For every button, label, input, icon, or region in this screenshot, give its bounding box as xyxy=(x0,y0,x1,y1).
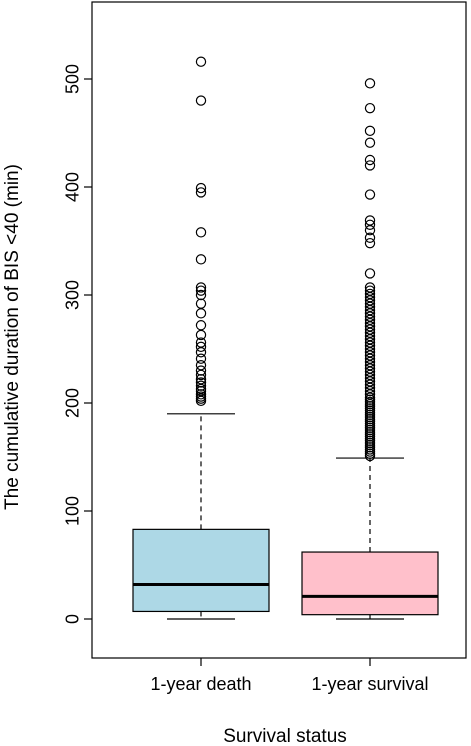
outlier-point xyxy=(364,268,376,279)
outlier-point xyxy=(195,254,207,265)
outlier-point xyxy=(195,320,207,331)
outlier-point xyxy=(195,347,207,358)
outlier-point xyxy=(364,160,376,171)
outlier-point xyxy=(195,285,207,296)
outlier-point xyxy=(364,237,376,249)
y-tick-label: 500 xyxy=(62,64,82,94)
y-tick-label: 200 xyxy=(62,388,82,418)
outlier-point xyxy=(195,182,207,194)
outlier-point xyxy=(195,337,207,348)
outlier-point xyxy=(195,360,207,371)
plot-frame xyxy=(91,1,467,659)
outlier-point xyxy=(195,56,207,67)
outlier-point xyxy=(195,365,207,376)
outlier-point xyxy=(364,215,376,226)
outlier-point xyxy=(195,282,207,293)
outlier-point xyxy=(364,282,376,293)
y-axis-title: The cumulative duration of BIS <40 (min) xyxy=(2,164,23,510)
boxes-layer xyxy=(132,56,439,620)
outlier-point xyxy=(364,285,376,296)
y-tick-label: 0 xyxy=(62,614,82,624)
box-group xyxy=(132,56,270,620)
outlier-point xyxy=(364,102,376,114)
y-tick-label: 400 xyxy=(62,172,82,202)
outlier-point xyxy=(195,341,207,353)
y-axis: 0 100 200 300 400 500 xyxy=(62,64,92,624)
iqr-box xyxy=(132,528,270,613)
x-axis: 1-year death 1-year survival xyxy=(150,658,429,694)
box-group xyxy=(301,78,439,620)
y-tick-label: 300 xyxy=(62,280,82,310)
outlier-point xyxy=(364,137,376,148)
outlier-point xyxy=(364,154,376,166)
x-tick-label: 1-year survival xyxy=(311,674,428,694)
outlier-point xyxy=(195,380,207,391)
outlier-point xyxy=(195,95,207,106)
iqr-box xyxy=(301,551,439,616)
outlier-point xyxy=(364,78,376,89)
x-axis-title: Survival status xyxy=(223,726,347,746)
outlier-point xyxy=(195,308,207,319)
outlier-point xyxy=(195,227,207,238)
x-tick-label: 1-year death xyxy=(150,674,251,694)
outlier-point xyxy=(364,288,376,300)
outlier-point xyxy=(364,189,376,200)
outlier-point xyxy=(195,377,207,388)
outlier-point xyxy=(195,353,207,364)
outlier-point xyxy=(195,298,207,309)
y-tick-label: 100 xyxy=(62,496,82,526)
outlier-point xyxy=(195,289,207,301)
outlier-point xyxy=(195,187,207,198)
outlier-point xyxy=(364,219,376,230)
outlier-point xyxy=(364,232,376,243)
outlier-point xyxy=(364,125,376,137)
